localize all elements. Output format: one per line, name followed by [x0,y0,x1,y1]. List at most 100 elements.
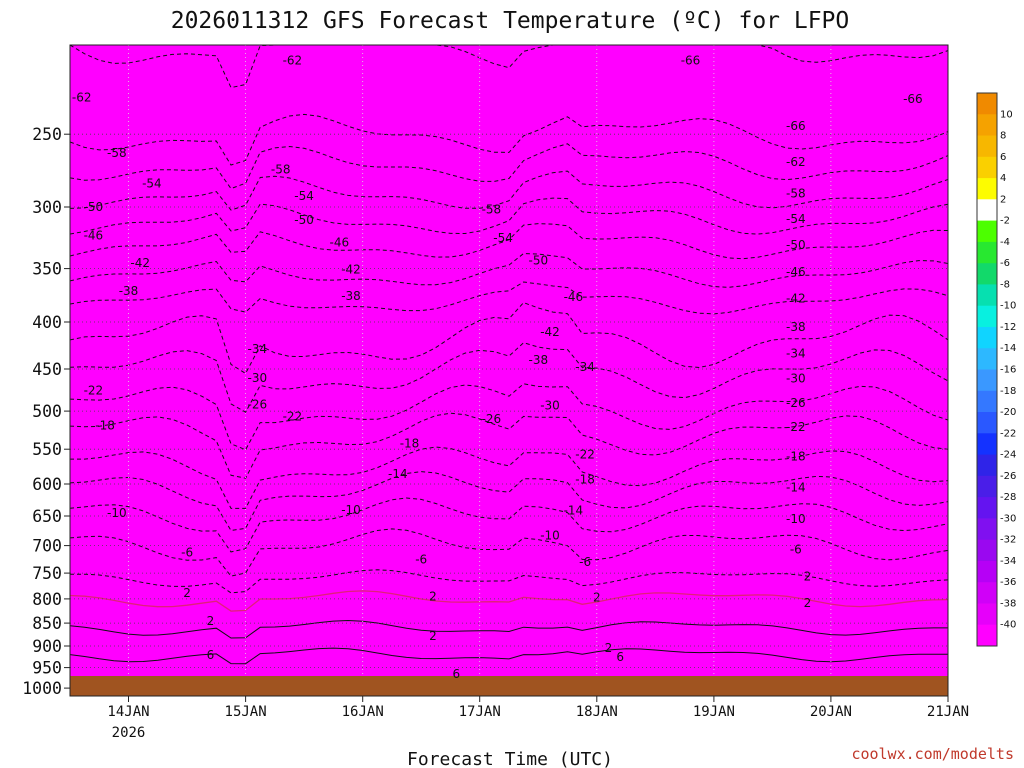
contour-label: -62 [72,90,92,104]
contour-label: -22 [283,410,303,424]
contour-label: -30 [786,372,806,386]
y-tick-label: 550 [32,440,62,459]
colorbar-label: -24 [1000,450,1016,461]
contour-label: -26 [482,412,502,426]
contour-label: -18 [400,436,420,450]
colorbar-label: -28 [1000,492,1016,503]
colorbar-label: 10 [1000,109,1013,120]
isotherm-line [70,45,948,89]
contour-label: 6 [452,667,460,681]
colorbar-swatch [977,93,997,115]
contour-label: -54 [493,231,513,245]
contour-label: 2 [593,590,601,604]
colorbar-swatch [977,114,997,137]
contour-label: -46 [329,236,349,250]
contour-label: 2 [804,596,812,610]
y-tick-label: 400 [32,313,62,332]
x-tick-label: 19JAN [693,704,735,720]
colorbar-swatch [977,624,997,647]
contour-label: -38 [528,353,548,367]
contour-label: -26 [247,398,267,412]
isotherm-line [70,113,948,166]
contour-label: 2 [183,586,191,600]
colorbar-label: 2 [1000,194,1006,205]
colorbar-swatch [977,497,997,519]
contour-label: 6 [207,648,215,662]
x-tick-label: 21JAN [927,704,969,720]
contour-label: -30 [540,399,560,413]
contour-label: -26 [786,396,806,410]
contour-label: -46 [564,290,584,304]
y-tick-label: 350 [32,260,62,279]
contour-label: -14 [564,503,584,517]
isotherm-line [70,281,948,315]
contour-label: 2 [429,629,437,643]
y-tick-label: 750 [32,564,62,583]
y-tick-label: 450 [32,360,62,379]
contour-label: -58 [786,187,806,201]
colorbar-label: 6 [1000,152,1006,163]
colorbar-swatch [977,220,997,243]
contour-label: -38 [119,284,139,298]
isotherm-line [70,590,948,612]
x-axis: 14JAN 2026 15JAN 16JAN 17JAN 18JAN 19JAN 20JAN 2… [107,696,969,741]
colorbar-swatch [977,518,997,541]
isotherm-line [70,647,948,665]
contour-label: -18 [786,449,806,463]
contour-label: -30 [247,371,267,385]
isotherm-line [70,383,948,451]
isotherm-line [70,471,948,532]
contour-label: 2 [429,589,437,603]
y-tick-label: 900 [32,637,62,656]
colorbar-swatch [977,135,997,158]
contour-label: -54 [294,189,314,203]
colorbar-swatch [977,475,997,498]
contour-label: -42 [341,263,361,277]
colorbar-swatch [977,454,997,477]
colorbar-swatch [977,305,997,328]
colorbar-label: -10 [1000,301,1016,312]
isotherm-line [70,252,948,288]
colorbar-label: -26 [1000,471,1016,482]
colorbar-frame [976,92,998,647]
colorbar-swatch [977,560,997,583]
y-tick-label: 850 [32,614,62,633]
contour-label: -22 [786,420,806,434]
colorbar-label: -8 [1000,279,1010,290]
y-tick-label: 950 [32,659,62,678]
colorbar-label: -2 [1000,216,1010,227]
colorbar-swatch [977,327,997,349]
isotherm-line [70,342,948,413]
contour-label: -22 [84,384,104,398]
colorbar-label: -34 [1000,556,1016,567]
isotherm-line [70,569,948,594]
contour-label: 2 [207,614,215,628]
isotherm-line [70,170,948,211]
credit-link[interactable]: coolwx.com/modelts [851,745,1014,763]
contour-label: -10 [540,529,560,543]
y-tick-label: 800 [32,590,62,609]
colorbar-swatch [977,433,997,456]
contour-label: -10 [341,503,361,517]
colorbar-label: -22 [1000,428,1016,439]
contour-label: -14 [786,480,806,494]
isotherm-line [70,619,948,639]
contour-label: 2 [605,641,613,655]
isotherm-line [70,197,948,235]
colorbar-swatch [977,582,997,604]
contour-label: -66 [786,119,806,133]
colorbar-swatch [977,156,997,179]
contour-label: -14 [388,467,408,481]
colorbar-swatch [977,178,997,200]
grid-lines [70,45,948,696]
colorbar-label: -38 [1000,599,1016,610]
contour-label: -42 [130,256,150,270]
contour-label: -10 [107,506,127,520]
y-tick-label: 300 [32,198,62,217]
x-tick-label: 18JAN [576,704,618,720]
contour-label: -38 [341,289,361,303]
colorbar-swatch [977,199,997,222]
colorbar-label: -30 [1000,513,1016,524]
contour-label: -42 [540,325,560,339]
